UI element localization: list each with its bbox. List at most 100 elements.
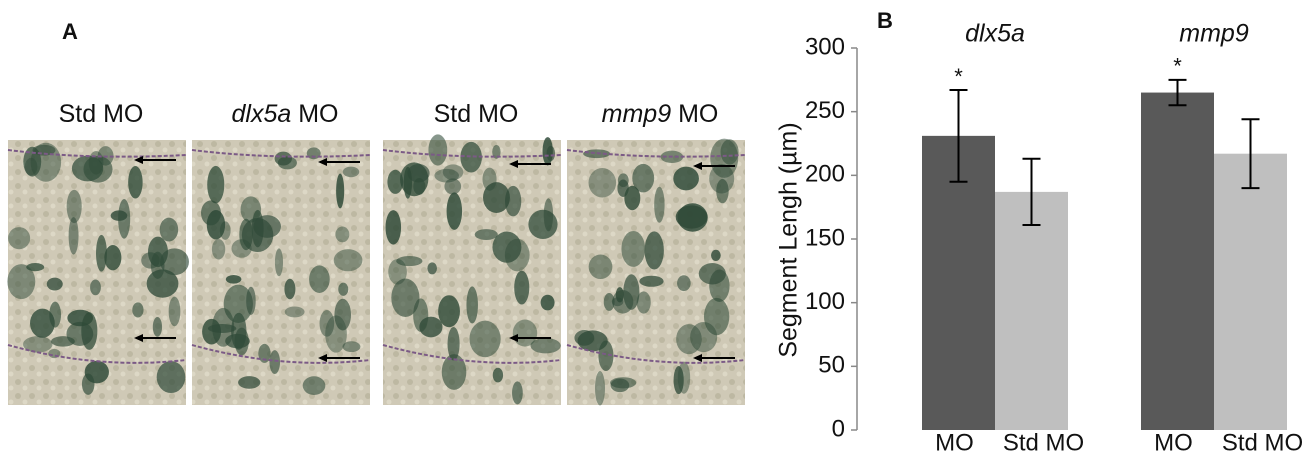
stain: [434, 168, 459, 183]
stain: [24, 157, 38, 176]
y-tick-label: 300: [805, 33, 845, 60]
stain: [474, 229, 498, 241]
stain: [277, 156, 297, 170]
stain: [624, 185, 641, 211]
stain: [610, 378, 630, 393]
stain: [492, 367, 504, 383]
micrographs: [7, 134, 746, 406]
stain: [225, 274, 242, 284]
image-label: mmp9 MO: [602, 100, 719, 128]
y-tick-label: 250: [805, 97, 845, 124]
x-tick-label: Std MO: [1003, 429, 1084, 456]
stain: [319, 310, 335, 337]
stain: [211, 238, 226, 260]
stain: [128, 166, 143, 199]
stain: [219, 221, 231, 240]
stain: [333, 249, 363, 272]
stain: [711, 249, 721, 261]
stain: [675, 205, 708, 229]
stain: [26, 262, 45, 272]
stain: [396, 256, 423, 267]
stain: [71, 155, 104, 182]
stain: [132, 302, 144, 318]
stain: [148, 236, 168, 268]
stain: [159, 217, 179, 242]
stain: [673, 366, 684, 395]
stain: [104, 245, 122, 271]
stain: [446, 192, 463, 230]
stain: [512, 381, 523, 405]
stain: [530, 338, 561, 354]
arrow-head: [318, 158, 327, 166]
image-label: dlx5a MO: [232, 100, 339, 128]
stain: [636, 291, 651, 314]
vessel: [7, 344, 187, 364]
stain: [23, 336, 53, 353]
stain: [342, 341, 361, 353]
image-label: Std MO: [434, 100, 519, 128]
stain: [238, 376, 261, 389]
stain: [223, 284, 253, 324]
stain: [588, 168, 617, 198]
bar: [995, 191, 1068, 430]
stain: [528, 209, 558, 240]
stain: [66, 321, 94, 346]
stain: [543, 198, 554, 232]
gene-name: mmp9: [602, 100, 672, 128]
stain: [46, 277, 63, 291]
stain: [595, 371, 606, 406]
stain: [644, 231, 664, 270]
arrow-head: [134, 156, 143, 164]
stain: [246, 286, 256, 315]
stain: [388, 258, 407, 285]
stain: [574, 330, 595, 346]
stain: [447, 327, 460, 361]
vessel: [7, 149, 187, 158]
stain: [709, 163, 735, 194]
label-text: Std MO: [59, 100, 144, 128]
stain: [469, 320, 501, 358]
stain: [152, 316, 163, 337]
stain: [156, 361, 186, 394]
stain: [444, 178, 462, 195]
stain: [632, 163, 655, 193]
bar: [922, 135, 995, 431]
arrow-head: [509, 334, 518, 342]
stain: [654, 186, 665, 223]
stain: [703, 297, 730, 336]
panel-label: A: [62, 19, 78, 44]
stain: [639, 275, 664, 287]
x-tick-label: MO: [1154, 429, 1193, 456]
stain: [676, 324, 702, 355]
stain: [385, 210, 402, 245]
vessel: [382, 344, 562, 364]
stain: [698, 263, 726, 285]
stain: [438, 295, 460, 328]
significance: *: [954, 64, 963, 89]
stain: [8, 227, 31, 250]
stain: [90, 279, 101, 296]
x-tick-label: Std MO: [1222, 429, 1303, 456]
vessel: [566, 344, 746, 364]
stain: [225, 333, 250, 349]
stain: [673, 166, 699, 191]
stain: [68, 216, 79, 255]
stain: [611, 297, 624, 307]
stain: [96, 234, 107, 272]
stain: [284, 278, 296, 300]
significance: *: [1173, 54, 1182, 79]
bar: [1214, 153, 1287, 431]
y-tick-label: 100: [805, 288, 845, 315]
stain: [110, 210, 128, 221]
stain: [603, 292, 615, 311]
stain: [588, 254, 613, 280]
stain: [66, 189, 82, 224]
stain: [334, 298, 352, 331]
stain: [540, 294, 555, 311]
stain: [146, 269, 179, 298]
stain: [400, 162, 429, 197]
group-title: mmp9: [1179, 20, 1249, 48]
stain: [309, 265, 330, 293]
